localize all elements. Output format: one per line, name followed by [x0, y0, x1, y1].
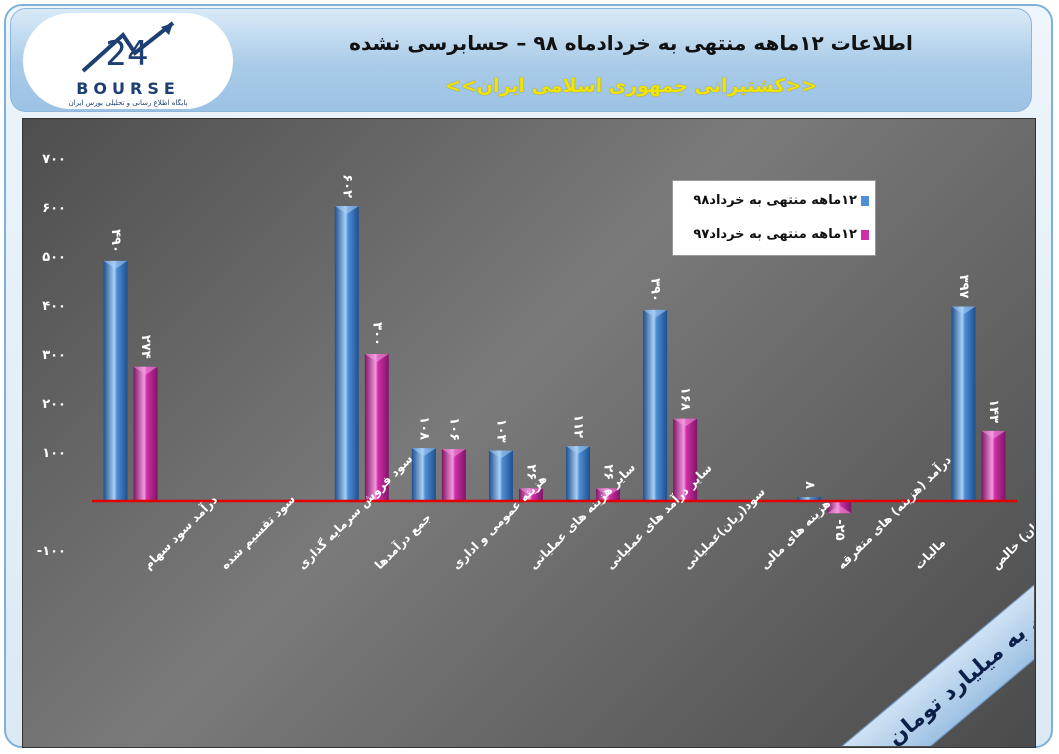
data-label: ۱۰۶ — [446, 417, 461, 441]
bar-cap — [488, 450, 513, 459]
bar-series98 — [797, 497, 822, 501]
y-tick-label: ۲۰۰ — [42, 397, 66, 412]
bar-series98 — [951, 306, 976, 501]
bar-cap — [411, 448, 436, 457]
y-tick-label: ۶۰۰ — [42, 201, 66, 216]
y-tick-label: ۵۰۰ — [42, 250, 66, 265]
bar-cap — [981, 430, 1006, 439]
data-label: ۶۰۲ — [339, 174, 354, 198]
data-label: ۱۱۲ — [571, 414, 586, 438]
data-label: ۲۶ — [601, 464, 616, 480]
y-tick-label: -۱۰۰ — [37, 544, 66, 559]
bar-series98 — [411, 448, 436, 501]
bar-cap — [566, 446, 591, 455]
report-title: اطلاعات ۱۲ماهه منتهی به خردادماه ۹۸ – حس… — [349, 31, 913, 55]
bar-cap — [518, 488, 543, 497]
bar-chart: -۱۰۰ ۱۰۰ ۲۰۰ ۳۰۰ ۴۰۰ ۵۰۰ ۶۰۰ ۷۰۰ ۴۹۰ ۶۰۲ ۱۰۸ ۱۰۳ ۱۱۲… — [37, 152, 1034, 573]
bourse-logo: 24 BOURSE پایگاه اطلاع رسانی و تحلیلی بو… — [23, 13, 233, 109]
data-label: ۳۰۰ — [369, 322, 384, 346]
y-tick-label: ۷۰۰ — [42, 152, 66, 167]
bar-cap — [364, 354, 389, 362]
logo-graphic-icon: 24 — [81, 21, 175, 74]
bar-series98 — [488, 450, 513, 501]
data-label: ۱۶۸ — [678, 387, 693, 411]
header-banner: 24 BOURSE پایگاه اطلاع رسانی و تحلیلی بو… — [10, 8, 1032, 112]
logo-number: 24 — [105, 34, 148, 74]
legend-entry-98: ۱۲ماهه منتهی به خرداد۹۸ — [673, 193, 869, 213]
bar-cap — [643, 309, 668, 318]
bar-cap — [673, 418, 698, 427]
data-label: ۲۷۴ — [138, 335, 153, 359]
logo-subtitle: پایگاه اطلاع رسانی و تحلیلی بورس ایران — [68, 99, 188, 107]
data-label: ۱۰۸ — [416, 416, 431, 440]
bar-series98 — [566, 446, 591, 501]
bar-cap — [441, 449, 466, 458]
chart-legend: ۱۲ماهه منتهی به خرداد۹۸ ۱۲ماهه منتهی به … — [672, 180, 876, 256]
bar-cap — [827, 505, 852, 514]
logo-text: BOURSE — [76, 79, 180, 98]
bar-series97 — [364, 354, 389, 501]
unit-banner-clip: ارقام به میلیارد تومان — [22, 118, 1034, 746]
bar-series97 — [673, 418, 698, 501]
legend-label-97: ۱۲ماهه منتهی به خرداد۹۷ — [693, 227, 857, 242]
legend-swatch-97 — [861, 229, 869, 240]
company-name: <<کشتیرانی جمهوری اسلامی ایران>> — [444, 75, 818, 97]
bar-cap — [596, 488, 621, 497]
data-label: -۲۵ — [832, 519, 847, 540]
bar-cap — [133, 366, 158, 375]
legend-entry-97: ۱۲ماهه منتهی به خرداد۹۷ — [673, 227, 869, 247]
data-label: ۸ — [802, 481, 817, 489]
data-label: ۱۴۳ — [986, 399, 1001, 423]
y-tick-label: ۳۰۰ — [42, 348, 66, 363]
data-label: ۳۹۰ — [648, 278, 663, 302]
data-label: ۲۶ — [523, 464, 538, 480]
legend-swatch-98 — [861, 195, 869, 206]
bar-series97 — [981, 430, 1006, 501]
bar-series98 — [643, 309, 668, 501]
data-label: ۳۹۷ — [956, 275, 971, 299]
bar-series97 — [133, 366, 158, 501]
data-label: ۴۹۰ — [108, 229, 123, 253]
bar-cap — [103, 260, 128, 269]
bar-series98 — [334, 206, 359, 501]
legend-label-98: ۱۲ماهه منتهی به خرداد۹۸ — [693, 193, 857, 208]
data-label: ۱۰۳ — [493, 419, 508, 443]
y-tick-label: ۴۰۰ — [42, 299, 66, 314]
unit-label: ارقام به میلیارد تومان — [841, 539, 1034, 746]
bar-series97 — [441, 449, 466, 501]
bar-series98 — [103, 260, 128, 501]
bar-cap — [334, 206, 359, 215]
y-tick-label: ۱۰۰ — [42, 446, 66, 461]
bar-cap — [951, 306, 976, 315]
